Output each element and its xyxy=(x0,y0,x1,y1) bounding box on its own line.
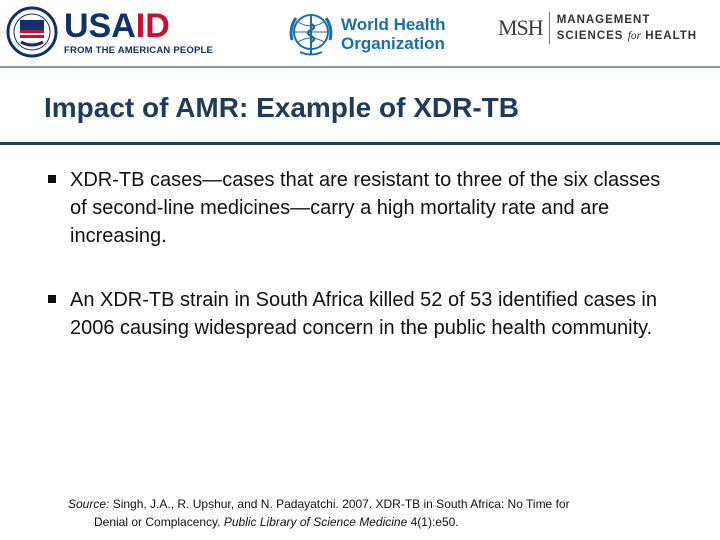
msh-logo: MSH MANAGEMENT SCIENCES for HEALTH xyxy=(498,12,697,44)
msh-mark: MSH xyxy=(498,15,544,40)
source-journal: Public Library of Science Medicine xyxy=(223,515,408,529)
square-bullet-icon xyxy=(48,295,56,303)
source-title-cont: Denial or Complacency. xyxy=(94,515,224,529)
header-divider xyxy=(0,66,720,68)
msh-name-line2: SCIENCES for HEALTH xyxy=(556,30,698,42)
source-citation: Source: Singh, J.A., R. Upshur, and N. P… xyxy=(68,495,688,531)
msh-name-line1: MANAGEMENT xyxy=(556,14,651,26)
source-issue: 4(1):e50. xyxy=(407,515,459,529)
usaid-logo: USAID FROM THE AMERICAN PEOPLE xyxy=(6,6,213,58)
bullet-text: An XDR-TB strain in South Africa killed … xyxy=(70,289,657,339)
bullet-list: XDR-TB cases—cases that are resistant to… xyxy=(48,166,678,378)
who-name-line1: World Health xyxy=(341,15,446,34)
bullet-item: An XDR-TB strain in South Africa killed … xyxy=(48,286,678,342)
usaid-seal-icon xyxy=(6,6,58,58)
bullet-text: XDR-TB cases—cases that are resistant to… xyxy=(70,169,661,247)
who-emblem-icon xyxy=(289,14,333,56)
usaid-tagline: FROM THE AMERICAN PEOPLE xyxy=(64,45,214,56)
logo-bar: USAID FROM THE AMERICAN PEOPLE World Hea… xyxy=(0,0,720,66)
who-name-line2: Organization xyxy=(341,34,445,53)
bullet-item: XDR-TB cases—cases that are resistant to… xyxy=(48,166,678,250)
who-logo: World Health Organization xyxy=(286,10,446,58)
title-underline xyxy=(0,142,720,145)
square-bullet-icon xyxy=(48,175,56,183)
usaid-wordmark: USAID xyxy=(64,7,170,45)
source-label: Source: xyxy=(68,497,110,511)
source-authors: Singh, J.A., R. Upshur, and N. Padayatch… xyxy=(109,497,570,511)
msh-divider xyxy=(548,12,550,44)
slide-title: Impact of AMR: Example of XDR-TB xyxy=(44,92,519,123)
